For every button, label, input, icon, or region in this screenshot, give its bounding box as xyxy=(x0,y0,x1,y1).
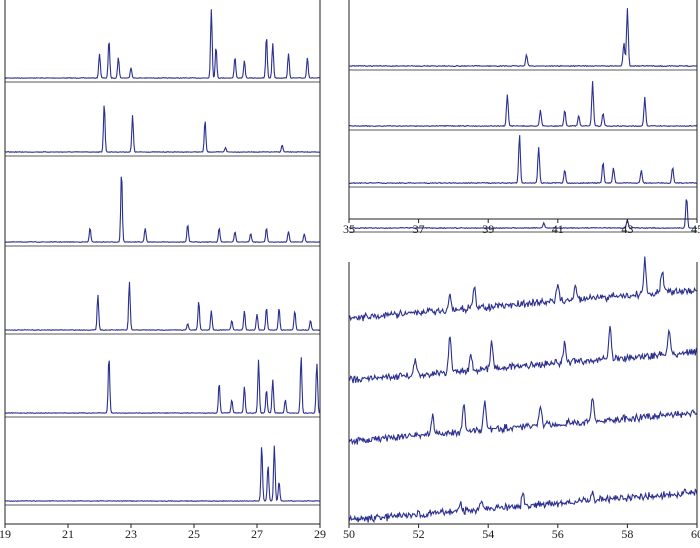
chromatogram-trace xyxy=(348,256,698,322)
x-tick-label: 21 xyxy=(62,527,74,541)
x-tick-label: 56 xyxy=(552,527,564,541)
chromatogram-trace xyxy=(4,176,321,243)
x-tick-label: 19 xyxy=(0,527,11,541)
x-tick-label: 23 xyxy=(125,527,137,541)
x-tick-label: 50 xyxy=(343,527,355,541)
chromatogram-trace xyxy=(4,281,321,331)
chromatogram-trace xyxy=(348,8,698,68)
x-tick-label: 39 xyxy=(482,222,494,236)
chromatogram-trace xyxy=(348,199,698,230)
chromatogram-trace xyxy=(348,135,698,185)
x-tick-label: 27 xyxy=(251,527,263,541)
x-tick-label: 52 xyxy=(413,527,425,541)
x-tick-label: 37 xyxy=(413,222,425,236)
x-tick-label: 29 xyxy=(314,527,326,541)
chromatogram-trace xyxy=(348,81,698,128)
x-tick-label: 25 xyxy=(188,527,200,541)
x-tick-label: 41 xyxy=(552,222,564,236)
chromatogram-trace xyxy=(348,397,698,446)
chromatogram-trace xyxy=(348,325,698,384)
x-tick-label: 43 xyxy=(621,222,633,236)
chromatogram-trace xyxy=(4,105,321,153)
chromatogram-trace xyxy=(348,488,698,524)
x-tick-label: 45 xyxy=(691,222,700,236)
x-tick-label: 58 xyxy=(621,527,633,541)
chromatogram-trace xyxy=(4,357,320,414)
x-tick-label: 35 xyxy=(343,222,355,236)
x-tick-label: 54 xyxy=(482,527,494,541)
chromatogram-trace xyxy=(4,9,321,79)
x-tick-label: 60 xyxy=(691,527,700,541)
chromatogram-trace xyxy=(4,445,321,502)
